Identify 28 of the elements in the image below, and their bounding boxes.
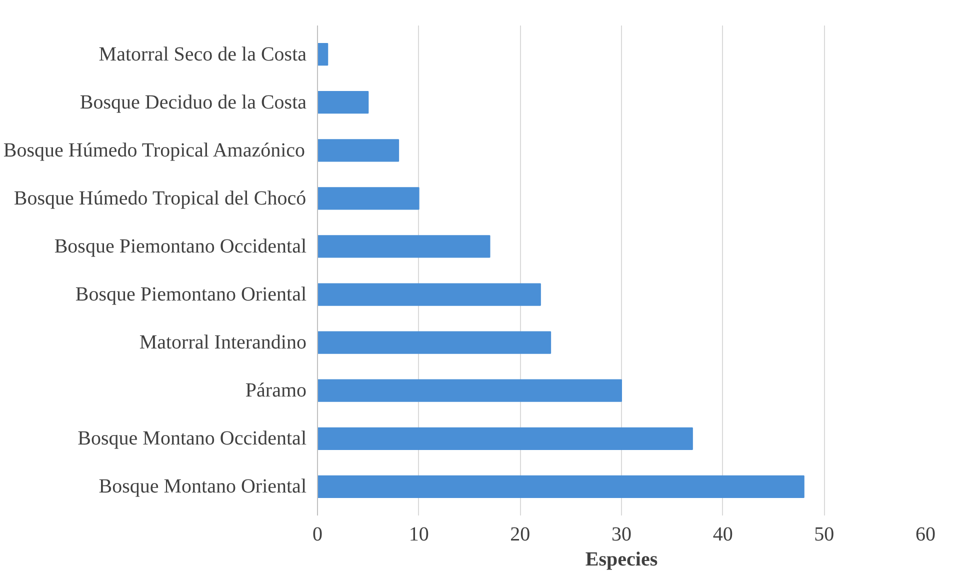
bar: [318, 475, 804, 498]
y-tick-label: Bosque Piemontano Oriental: [75, 284, 307, 306]
y-tick-label: Bosque Piemontano Occidental: [54, 235, 307, 258]
bar: [318, 43, 328, 66]
x-axis-title: Especies: [585, 548, 658, 570]
y-tick-label: Páramo: [245, 380, 306, 402]
y-tick-label: Bosque Deciduo de la Costa: [80, 91, 307, 114]
bar: [318, 379, 622, 402]
x-tick-label: 40: [712, 524, 733, 546]
y-tick-label: Matorral Interandino: [139, 332, 307, 354]
bar: [318, 235, 490, 258]
y-tick-label: Bosque Montano Occidental: [78, 428, 307, 450]
bar: [318, 91, 369, 114]
x-tick-label: 20: [510, 524, 530, 546]
bar: [318, 139, 400, 162]
y-tick-label: Bosque Montano Oriental: [98, 476, 307, 498]
bar: [318, 187, 420, 210]
y-tick-label: Bosque Húmedo Tropical Amazónico: [3, 139, 306, 162]
x-tick-label: 60: [916, 524, 936, 546]
bar: [318, 331, 552, 354]
bar: [318, 283, 541, 306]
x-tick-label: 10: [408, 524, 429, 546]
y-tick-label: Bosque Húmedo Tropical del Chocó: [14, 187, 306, 210]
y-tick-label: Matorral Seco de la Costa: [98, 43, 307, 66]
x-tick-label: 50: [814, 524, 834, 546]
x-tick-label: 30: [612, 524, 632, 546]
bar: [318, 427, 693, 450]
x-tick-label: 0: [312, 524, 322, 546]
